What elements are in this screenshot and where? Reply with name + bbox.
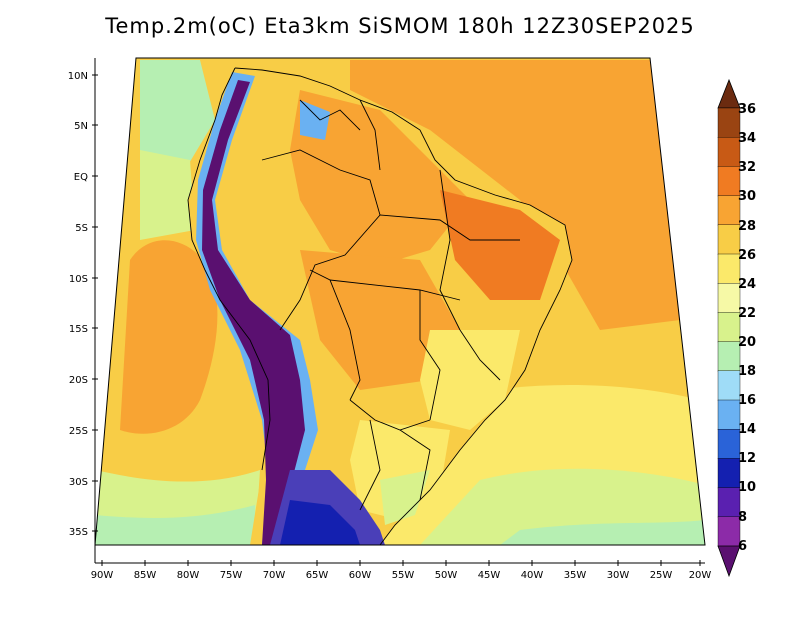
colorbar-band	[717, 429, 741, 460]
colorbar-label: 10	[738, 480, 756, 495]
colorbar-label: 28	[738, 219, 756, 234]
colorbar-band	[717, 195, 741, 226]
lon-label: 85W	[134, 570, 157, 581]
lon-label: 80W	[177, 570, 200, 581]
colorbar-band	[717, 253, 741, 284]
lat-label: 10S	[69, 274, 88, 285]
lat-label: 5N	[74, 121, 88, 132]
ocean-cool-pacific-north	[140, 60, 215, 170]
lon-label: 90W	[91, 570, 114, 581]
colorbar-label: 26	[738, 248, 756, 263]
lat-label: 15S	[69, 324, 88, 335]
colorbar-label: 36	[738, 102, 756, 117]
lon-labels: 90W 85W 80W 75W 70W 65W 60W 55W 50W 45W …	[91, 570, 712, 581]
ocean-cold-band	[500, 520, 705, 545]
ocean-hot-pacific	[120, 240, 218, 434]
lat-labels: 10N 5N EQ 5S 10S 15S 20S 25S 30S 35S	[68, 71, 88, 538]
lon-label: 60W	[349, 570, 372, 581]
lon-label: 65W	[306, 570, 329, 581]
temperature-field	[95, 58, 705, 545]
land-hot-north	[290, 90, 470, 265]
lat-label: 30S	[69, 477, 88, 488]
lat-label: 25S	[69, 426, 88, 437]
colorbar-label: 20	[738, 335, 756, 350]
colorbar-bottom-arrow	[717, 545, 741, 578]
lat-label: 20S	[69, 375, 88, 386]
lat-ticks	[92, 74, 98, 532]
lat-axis	[94, 58, 705, 564]
colorbar-band	[717, 370, 741, 401]
colorbar-band	[717, 107, 741, 138]
lon-label: 40W	[521, 570, 544, 581]
colorbar: 36 34 32 30 28 26 24 22 20 18 16 14 12 1…	[717, 78, 756, 578]
map-title: Temp.2m(oC) Eta3km SiSMOM 180h 12Z30SEP2…	[105, 14, 695, 38]
lon-label: 70W	[263, 570, 286, 581]
colorbar-label: 30	[738, 189, 756, 204]
ocean-mild-pacific-north	[140, 150, 195, 240]
lat-label: EQ	[74, 172, 88, 183]
lon-label: 35W	[564, 570, 587, 581]
country-borders	[187, 67, 573, 545]
colorbar-label: 14	[738, 422, 756, 437]
colorbar-band	[717, 341, 741, 372]
andes-cold	[202, 80, 305, 545]
colorbar-label: 24	[738, 277, 756, 292]
land-mild-southeast	[420, 330, 520, 430]
colorbar-band	[717, 399, 741, 430]
lon-label: 75W	[220, 570, 243, 581]
land-cool-south2	[380, 470, 430, 525]
colorbar-label: 34	[738, 131, 756, 146]
lon-label: 30W	[607, 570, 630, 581]
colorbar-label: 32	[738, 160, 756, 175]
patagonia-colder	[280, 500, 360, 545]
lon-label: 45W	[478, 570, 501, 581]
map-frame	[94, 57, 706, 546]
ocean-hot-atlantic	[350, 60, 680, 330]
colorbar-label: 16	[738, 393, 756, 408]
colorbar-top-arrow	[717, 78, 741, 109]
land-hot-northeast	[440, 190, 560, 300]
land-warm-central	[300, 250, 460, 390]
colorbar-band	[717, 224, 741, 255]
colorbar-label: 8	[738, 510, 747, 525]
colorbar-band	[717, 458, 741, 489]
lon-label: 25W	[650, 570, 673, 581]
colorbar-band	[717, 487, 741, 518]
lon-label: 55W	[392, 570, 415, 581]
colorbar-label: 22	[738, 306, 756, 321]
lon-label: 50W	[435, 570, 458, 581]
lon-label: 20W	[689, 570, 712, 581]
highlands-cool-spot	[300, 100, 330, 140]
lat-label: 5S	[75, 223, 88, 234]
ocean-cold-pacific-south	[95, 505, 255, 545]
lat-label: 35S	[69, 527, 88, 538]
colorbar-band	[717, 136, 741, 168]
colorbar-label: 6	[738, 539, 747, 554]
lon-ticks	[101, 560, 701, 566]
colorbar-label: 18	[738, 364, 756, 379]
colorbar-band	[717, 166, 741, 197]
colorbar-band	[717, 312, 741, 343]
lat-label: 10N	[68, 71, 88, 82]
colorbar-label: 12	[738, 451, 756, 466]
colorbar-band	[717, 283, 741, 314]
colorbar-band	[717, 516, 741, 547]
